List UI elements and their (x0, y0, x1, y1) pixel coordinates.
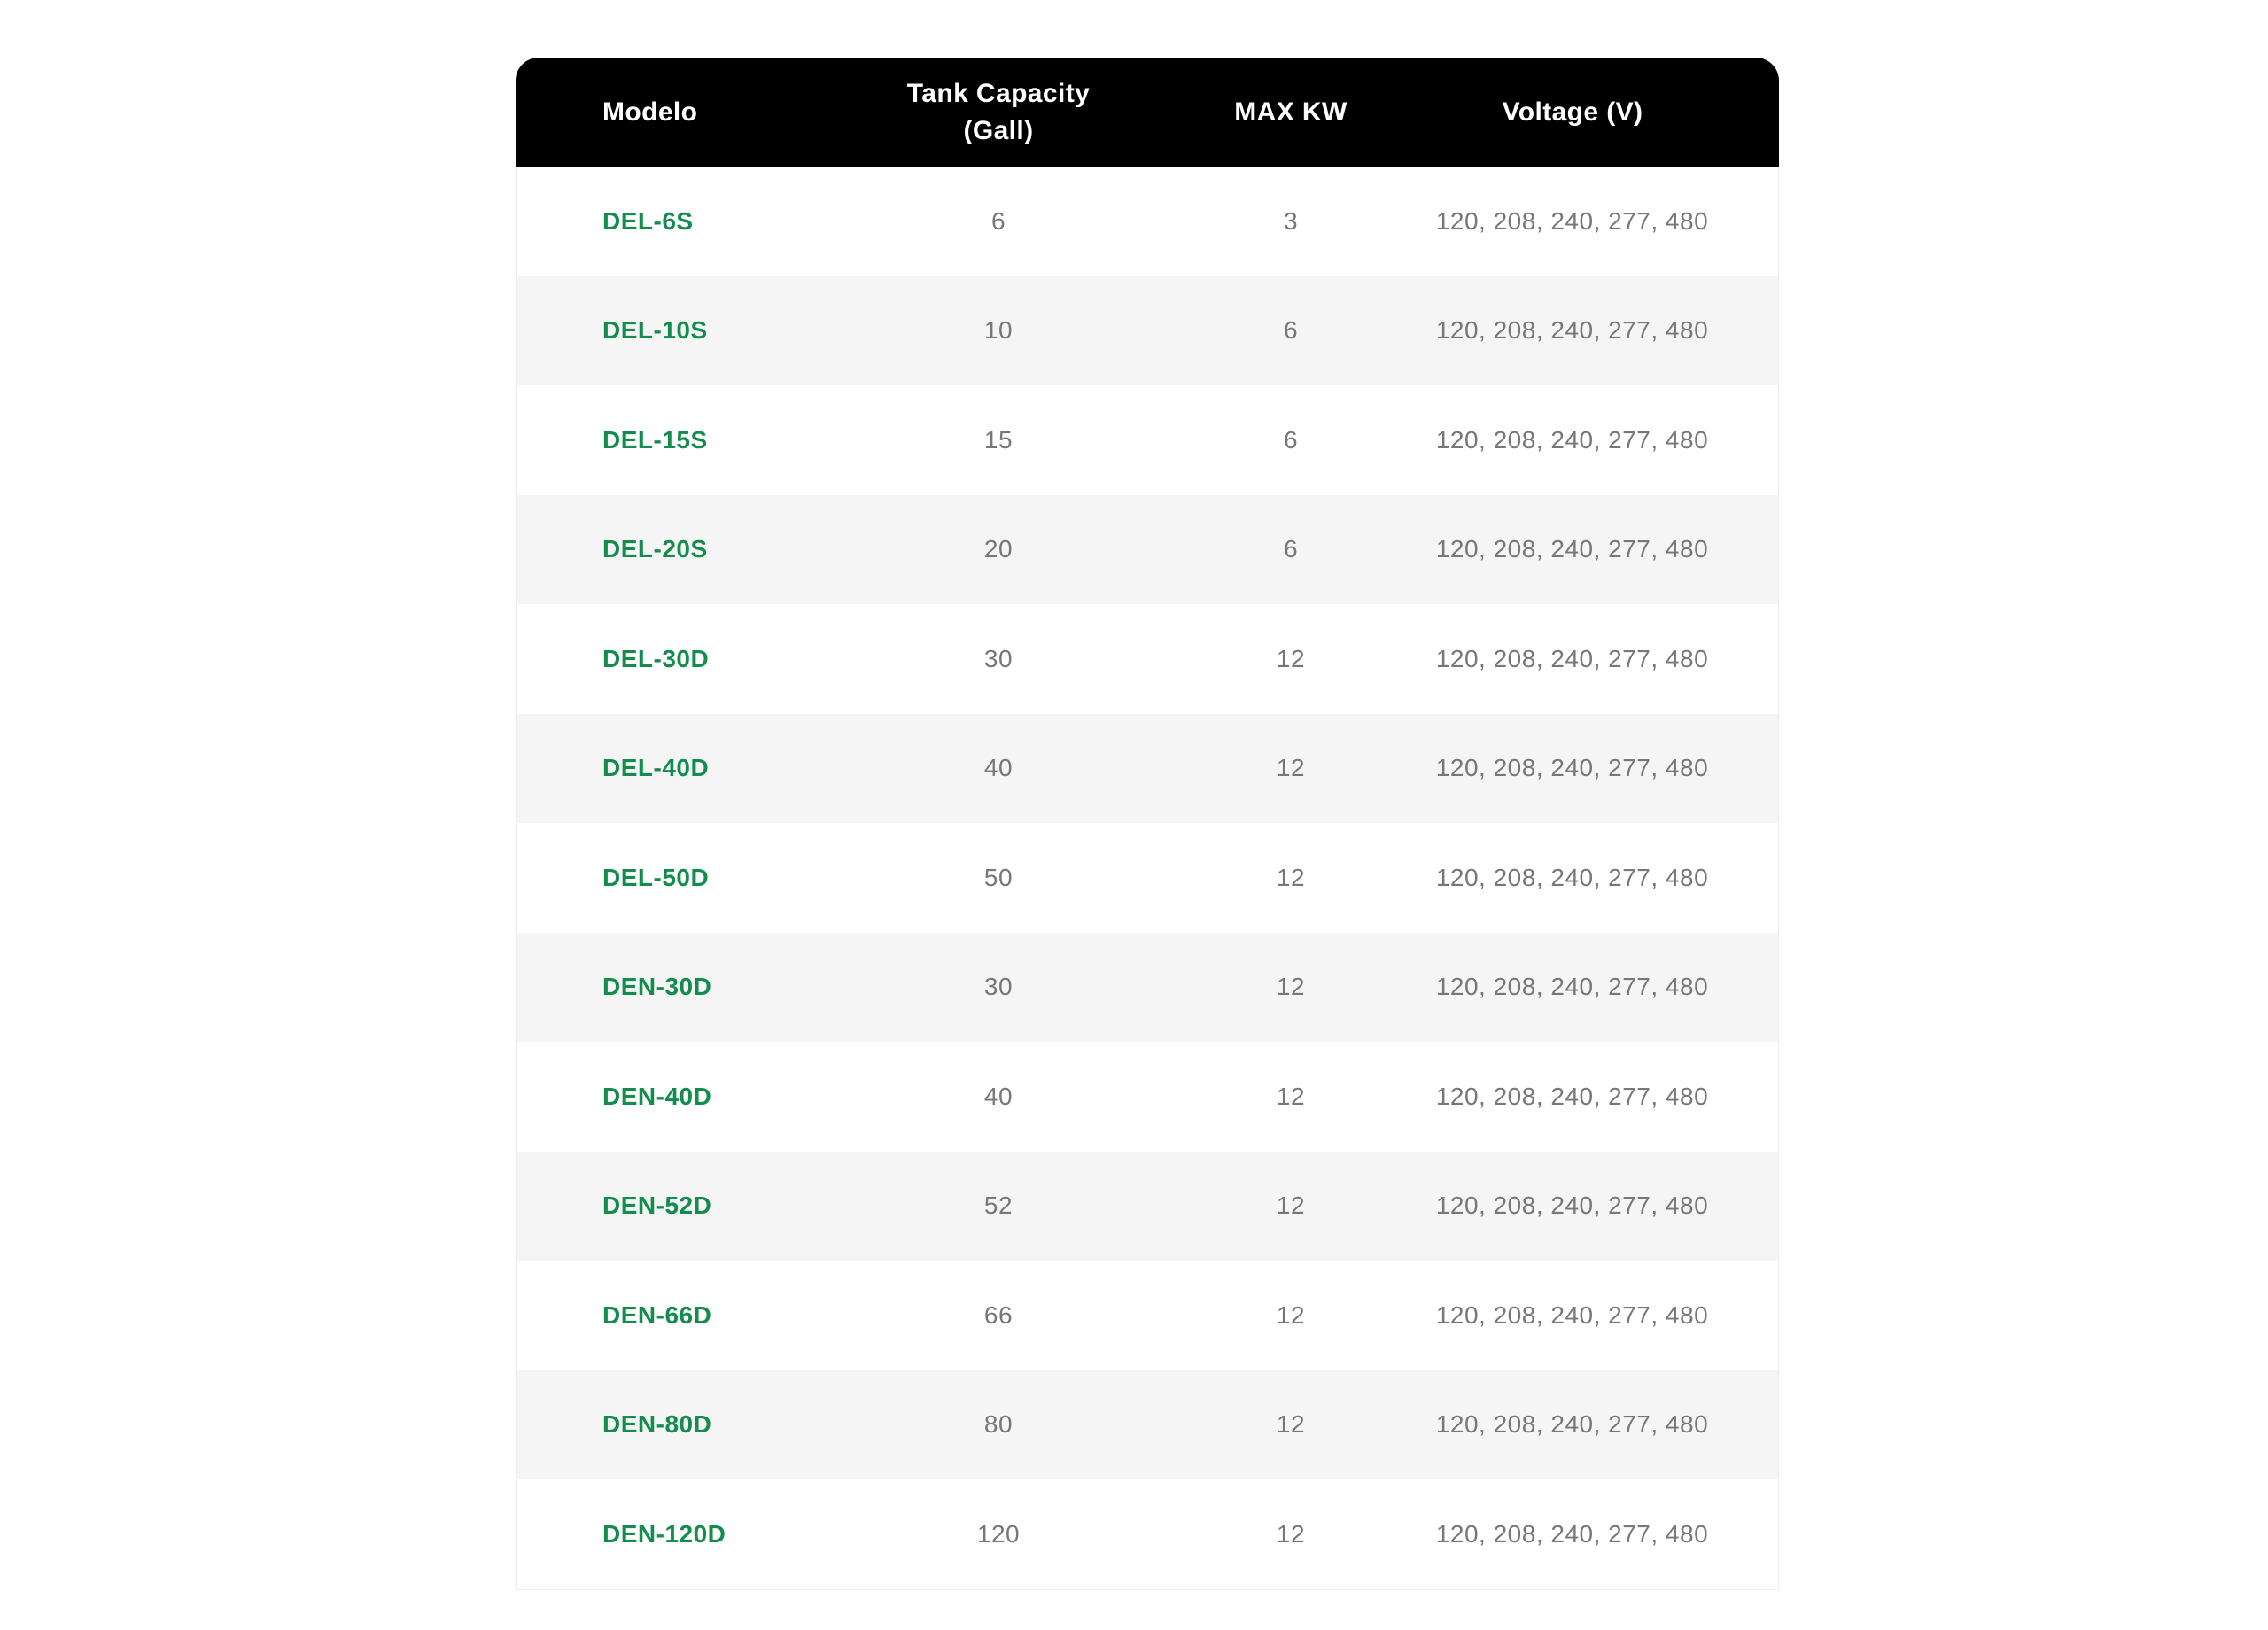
model-link[interactable]: DEL-10S (602, 316, 708, 345)
table-row: DEL-10S 10 6 120, 208, 240, 277, 480 (517, 276, 1778, 385)
max-kw-cell: 12 (1276, 863, 1306, 891)
table-row: DEL-15S 15 6 120, 208, 240, 277, 480 (517, 385, 1778, 495)
model-link[interactable]: DEN-30D (602, 973, 712, 1001)
tank-capacity-cell: 66 (983, 1300, 1014, 1329)
voltage-cell: 120, 208, 240, 277, 480 (1435, 1410, 1709, 1439)
tank-capacity-cell: 40 (983, 1082, 1014, 1110)
max-kw-cell: 12 (1276, 973, 1306, 1001)
max-kw-cell: 12 (1276, 1300, 1306, 1329)
voltage-cell: 120, 208, 240, 277, 480 (1435, 1191, 1709, 1220)
table-header-row: Modelo Tank Capacity (Gall) MAX KW Volta… (516, 58, 1779, 167)
tank-capacity-cell: 6 (990, 206, 1006, 235)
tank-capacity-cell: 30 (983, 644, 1014, 672)
tank-capacity-cell: 30 (983, 973, 1014, 1001)
max-kw-cell: 12 (1276, 1519, 1306, 1548)
voltage-cell: 120, 208, 240, 277, 480 (1435, 754, 1709, 782)
table-row: DEL-20S 20 6 120, 208, 240, 277, 480 (517, 494, 1778, 604)
tank-capacity-cell: 20 (983, 535, 1014, 563)
column-header-max-kw: MAX KW (1234, 97, 1348, 127)
table-row: DEN-66D 66 12 120, 208, 240, 277, 480 (517, 1261, 1778, 1370)
table-row: DEN-40D 40 12 120, 208, 240, 277, 480 (517, 1042, 1778, 1152)
table-row: DEL-6S 6 3 120, 208, 240, 277, 480 (517, 167, 1778, 276)
table-row: DEN-30D 30 12 120, 208, 240, 277, 480 (517, 932, 1778, 1042)
tank-capacity-cell: 50 (983, 863, 1014, 891)
max-kw-cell: 12 (1276, 1191, 1306, 1220)
model-link[interactable]: DEN-66D (602, 1300, 712, 1329)
column-header-modelo: Modelo (602, 97, 698, 127)
model-link[interactable]: DEN-80D (602, 1410, 712, 1439)
model-link[interactable]: DEN-120D (602, 1519, 726, 1548)
model-link[interactable]: DEL-6S (602, 206, 694, 235)
voltage-cell: 120, 208, 240, 277, 480 (1435, 1300, 1709, 1329)
model-link[interactable]: DEL-50D (602, 863, 710, 891)
voltage-cell: 120, 208, 240, 277, 480 (1435, 1519, 1709, 1548)
column-header-tank-capacity-label: Tank Capacity (Gall) (906, 78, 1091, 145)
table-row: DEL-50D 50 12 120, 208, 240, 277, 480 (517, 823, 1778, 933)
max-kw-cell: 12 (1276, 644, 1306, 672)
voltage-cell: 120, 208, 240, 277, 480 (1435, 206, 1709, 235)
model-link[interactable]: DEL-40D (602, 754, 710, 782)
table-row: DEL-40D 40 12 120, 208, 240, 277, 480 (517, 713, 1778, 823)
voltage-cell: 120, 208, 240, 277, 480 (1435, 644, 1709, 672)
tank-capacity-cell: 10 (983, 316, 1014, 345)
voltage-cell: 120, 208, 240, 277, 480 (1435, 535, 1709, 563)
table-body: DEL-6S 6 3 120, 208, 240, 277, 480 DEL-1… (516, 167, 1779, 1590)
model-link[interactable]: DEL-20S (602, 535, 708, 563)
tank-capacity-cell: 15 (983, 425, 1014, 454)
voltage-cell: 120, 208, 240, 277, 480 (1435, 425, 1709, 454)
max-kw-cell: 6 (1283, 535, 1299, 563)
model-link[interactable]: DEL-30D (602, 644, 710, 672)
table-row: DEL-30D 30 12 120, 208, 240, 277, 480 (517, 604, 1778, 714)
voltage-cell: 120, 208, 240, 277, 480 (1435, 973, 1709, 1001)
table-row: DEN-120D 120 12 120, 208, 240, 277, 480 (517, 1479, 1778, 1589)
model-link[interactable]: DEL-15S (602, 425, 708, 454)
max-kw-cell: 12 (1276, 754, 1306, 782)
max-kw-cell: 12 (1276, 1410, 1306, 1439)
max-kw-cell: 6 (1283, 316, 1299, 345)
max-kw-cell: 6 (1283, 425, 1299, 454)
model-link[interactable]: DEN-40D (602, 1082, 712, 1110)
tank-capacity-cell: 40 (983, 754, 1014, 782)
tank-capacity-cell: 80 (983, 1410, 1014, 1439)
product-spec-table: Modelo Tank Capacity (Gall) MAX KW Volta… (516, 58, 1779, 1590)
voltage-cell: 120, 208, 240, 277, 480 (1435, 1082, 1709, 1110)
table-row: DEN-80D 80 12 120, 208, 240, 277, 480 (517, 1370, 1778, 1479)
column-header-voltage: Voltage (V) (1502, 97, 1643, 127)
model-link[interactable]: DEN-52D (602, 1191, 712, 1220)
table-row: DEN-52D 52 12 120, 208, 240, 277, 480 (517, 1151, 1778, 1261)
max-kw-cell: 3 (1283, 206, 1299, 235)
max-kw-cell: 12 (1276, 1082, 1306, 1110)
column-header-tank-capacity: Tank Capacity (Gall) (843, 75, 1153, 150)
tank-capacity-cell: 52 (983, 1191, 1014, 1220)
tank-capacity-cell: 120 (976, 1519, 1021, 1548)
voltage-cell: 120, 208, 240, 277, 480 (1435, 863, 1709, 891)
voltage-cell: 120, 208, 240, 277, 480 (1435, 316, 1709, 345)
